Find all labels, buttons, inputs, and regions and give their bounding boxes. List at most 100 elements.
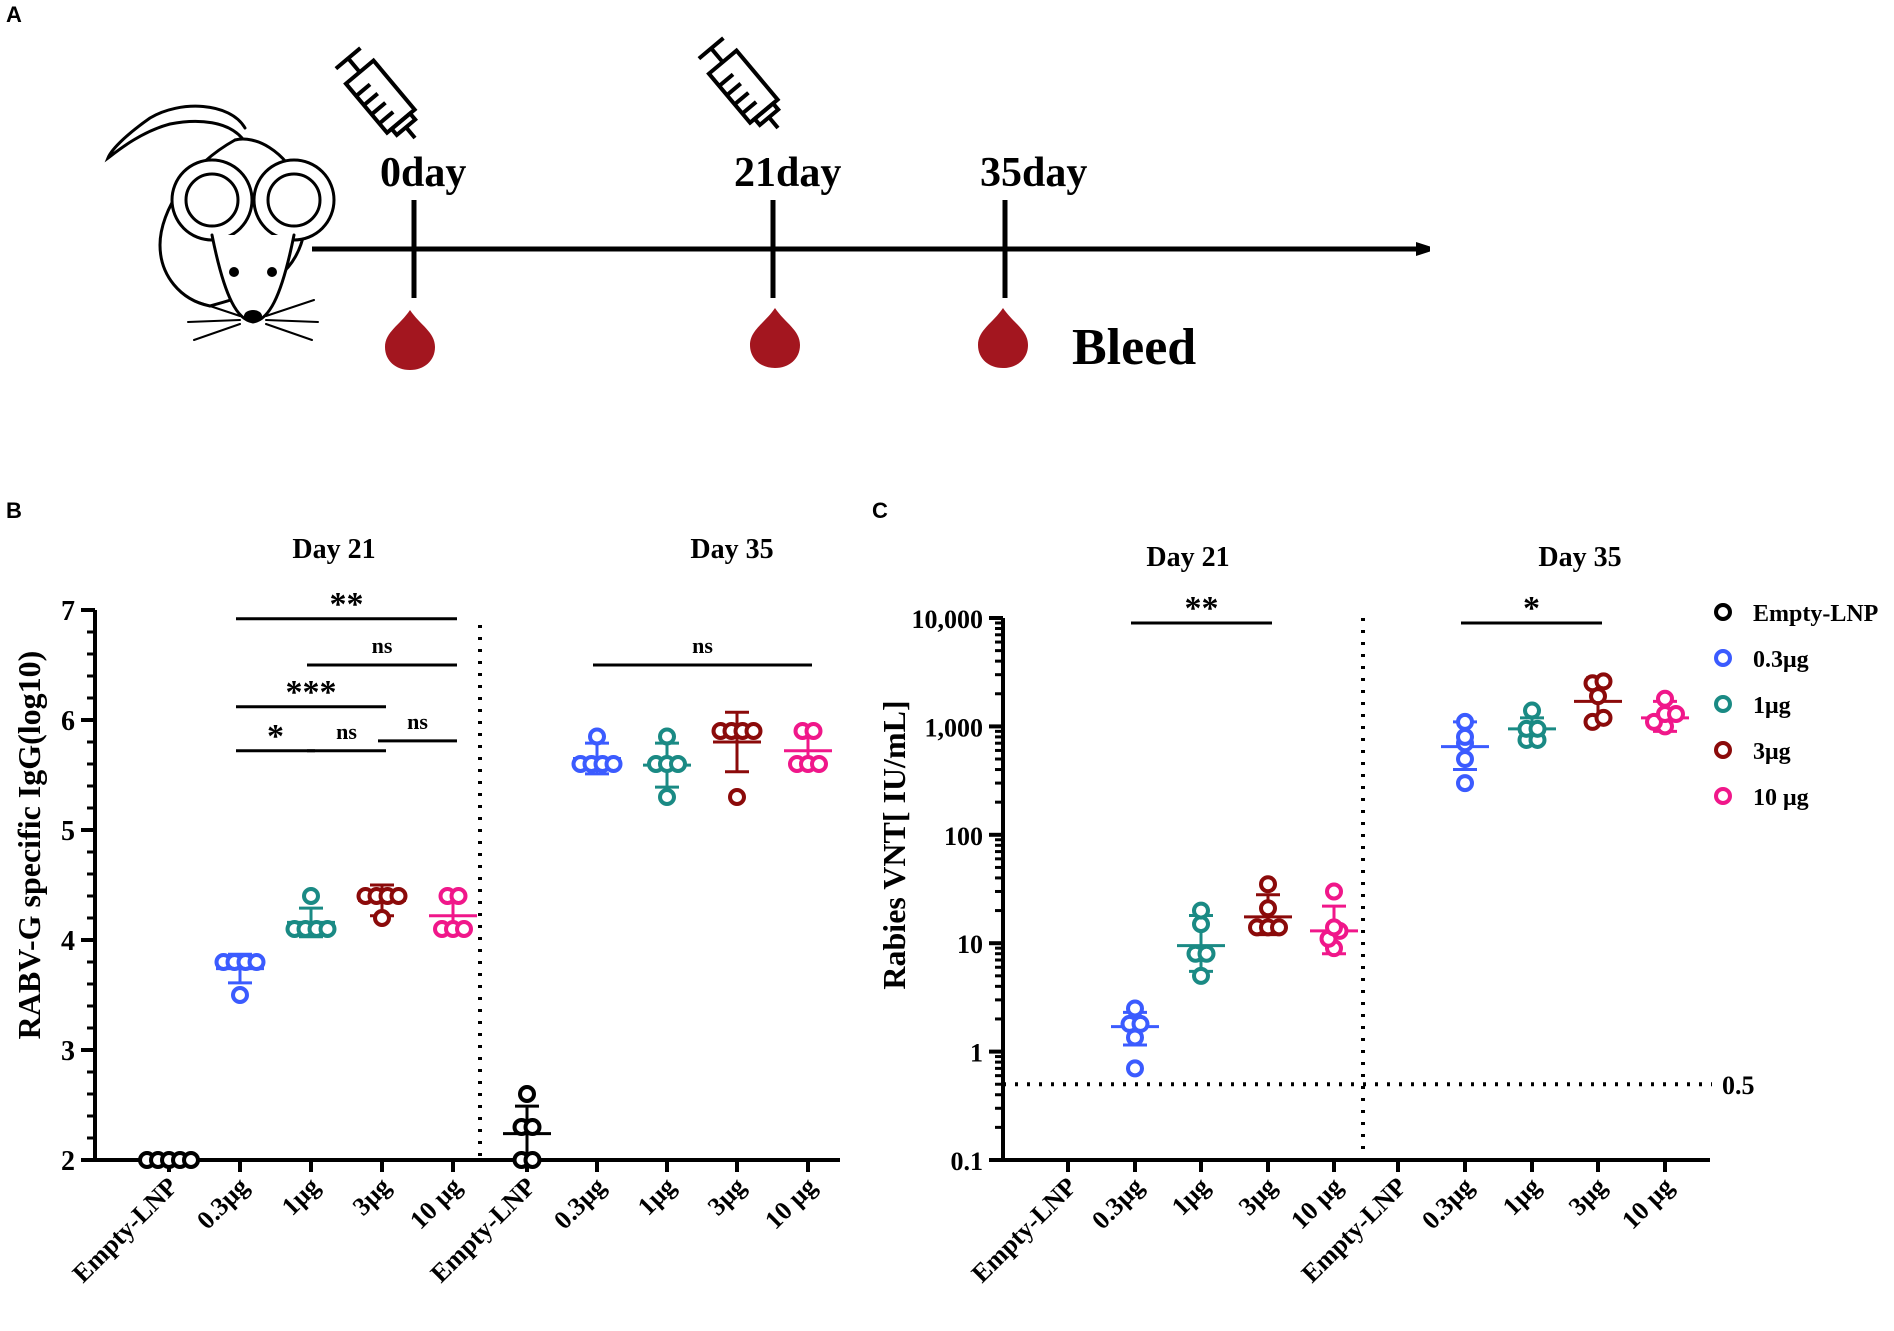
timeline-panel: 0day 21day 35day <box>104 36 1418 376</box>
legend-marker <box>1714 649 1732 667</box>
panel-letter-c: C <box>872 498 888 523</box>
data-point <box>1456 774 1474 793</box>
data-point <box>744 722 763 740</box>
significance-label: ** <box>1185 590 1219 627</box>
data-point <box>1259 875 1277 894</box>
y-tick-label: 0.1 <box>951 1147 984 1176</box>
x-tick-label: 0.3μg <box>548 1172 611 1235</box>
x-tick-label: 0.3μg <box>1416 1172 1479 1235</box>
data-point <box>658 727 676 746</box>
data-point <box>373 909 391 927</box>
data-point <box>1456 750 1474 769</box>
data-point <box>1270 918 1288 937</box>
data-point <box>1523 701 1541 720</box>
data-point <box>247 953 266 971</box>
data-point <box>523 1118 542 1136</box>
data-point <box>518 1085 536 1103</box>
x-tick-label: 0.3μg <box>191 1172 254 1235</box>
data-point <box>523 1151 542 1169</box>
y-tick-label: 7 <box>61 596 75 627</box>
day-label-0: 0day <box>380 150 466 196</box>
legend-marker <box>1714 741 1732 759</box>
x-tick-label: 3μg <box>347 1172 396 1221</box>
chart-c-group-title-day35: Day 35 <box>1538 542 1621 573</box>
legend-marker <box>1714 695 1732 713</box>
bleed-label: Bleed <box>1072 319 1196 376</box>
y-tick-label: 6 <box>61 706 75 737</box>
significance-label: * <box>267 718 284 755</box>
x-tick-label: Empty-LNP <box>67 1172 184 1289</box>
data-point <box>231 986 249 1004</box>
x-tick-label: 1μg <box>1497 1172 1546 1221</box>
data-point <box>1456 727 1474 746</box>
x-tick-label: 1μg <box>276 1172 325 1221</box>
legend-marker <box>1714 603 1732 621</box>
y-tick-label: 1 <box>970 1039 983 1068</box>
data-point <box>455 920 473 938</box>
legend-label: 1μg <box>1753 693 1791 719</box>
data-point <box>389 887 408 905</box>
syringe-icon <box>334 46 419 140</box>
y-tick-label: 1,000 <box>925 713 984 742</box>
significance-label: ** <box>330 586 364 623</box>
significance-label: ns <box>692 633 713 658</box>
x-tick-label: 1μg <box>632 1172 681 1221</box>
x-tick-label: 10 μg <box>404 1172 467 1235</box>
data-point <box>182 1151 200 1169</box>
blood-drop-icon <box>385 310 435 370</box>
significance-label: ns <box>372 633 393 658</box>
chart-c-threshold-label: 0.5 <box>1722 1071 1755 1100</box>
x-tick-label: 0.3μg <box>1086 1172 1149 1235</box>
data-point <box>1667 705 1685 724</box>
data-point <box>1259 899 1277 918</box>
chart-b-ylabel: RABV-G specific IgG(log10) <box>11 651 47 1040</box>
mouse-icon <box>104 104 336 341</box>
data-point <box>658 788 676 806</box>
y-tick-label: 10,000 <box>912 605 984 634</box>
day-label-21: 21day <box>734 150 841 196</box>
day-label-35: 35day <box>980 150 1087 196</box>
data-point <box>1126 999 1144 1018</box>
data-point <box>1594 672 1613 691</box>
legend-label: Empty-LNP <box>1753 601 1878 627</box>
x-tick-label: 10 μg <box>759 1172 822 1235</box>
data-point <box>604 755 623 773</box>
data-point <box>728 788 746 806</box>
legend-marker <box>1714 787 1732 805</box>
chart-c-ylabel: Rabies VNT[ IU/mL] <box>876 700 912 989</box>
chart-c-legend: Empty-LNP 0.3μg 1μg 3μg 10 μg <box>1714 601 1878 811</box>
legend-label: 0.3μg <box>1753 647 1809 673</box>
error-bar <box>713 710 761 774</box>
data-point <box>1456 712 1474 731</box>
y-tick-label: 2 <box>61 1146 75 1177</box>
data-point <box>1192 966 1210 985</box>
y-tick-label: 4 <box>61 926 75 957</box>
syringe-icon <box>697 36 782 130</box>
data-point <box>1126 1059 1144 1078</box>
chart-b-axes <box>93 610 840 1162</box>
data-point <box>1325 882 1343 901</box>
significance-label: * <box>1523 590 1540 627</box>
legend-label: 3μg <box>1753 739 1791 765</box>
chart-c-group-title-day21: Day 21 <box>1146 542 1229 573</box>
legend-label: 10 μg <box>1753 785 1809 811</box>
y-tick-label: 10 <box>957 930 983 959</box>
x-tick-label: 1μg <box>1166 1172 1215 1221</box>
data-point <box>810 755 828 773</box>
panel-letter-a: A <box>6 2 22 27</box>
significance-label: ns <box>336 719 357 744</box>
data-point <box>804 722 823 740</box>
blood-drop-icon <box>750 308 800 368</box>
data-point <box>318 920 337 938</box>
significance-label: ns <box>407 709 428 734</box>
x-tick-label: 10 μg <box>1616 1172 1679 1235</box>
data-point <box>588 727 606 746</box>
data-point <box>1131 1014 1150 1033</box>
y-tick-label: 3 <box>61 1036 75 1067</box>
data-point <box>1197 944 1216 963</box>
data-point <box>302 887 320 905</box>
x-tick-label: 3μg <box>1233 1172 1282 1221</box>
data-point <box>1192 901 1210 920</box>
